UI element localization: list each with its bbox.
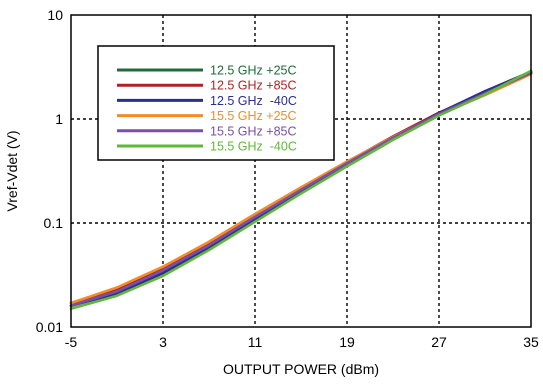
data-point (207, 248, 211, 252)
tick-layer: -5 3 11 19 27 35 0.01 0.1 1 10 (36, 7, 539, 350)
data-point (437, 114, 441, 117)
x-tick-label: -5 (65, 334, 78, 350)
legend-label: 12.5 GHz +85C (210, 79, 297, 93)
legend-label: 15.5 GHz -40C (210, 140, 297, 154)
x-tick-label: 11 (248, 334, 263, 350)
y-axis-title: Vref-Vdet (V) (4, 130, 20, 211)
data-point (207, 244, 211, 247)
data-point (253, 215, 257, 219)
legend-label: 12.5 GHz +25C (210, 64, 297, 78)
legend-label: 15.5 GHz +25C (210, 109, 297, 123)
x-tick-label: 3 (159, 334, 167, 350)
data-point (115, 286, 119, 289)
legend-box (97, 45, 335, 161)
data-point (207, 240, 211, 243)
data-point (115, 294, 119, 297)
data-point (299, 188, 303, 192)
x-axis-title: OUTPUT POWER (dBm) (223, 361, 379, 377)
data-point (253, 212, 257, 216)
data-point (161, 274, 165, 278)
data-point (391, 138, 395, 142)
legend-label: 15.5 GHz +85C (210, 124, 297, 138)
data-point (345, 162, 349, 165)
legend-label: 12.5 GHz -40C (210, 94, 297, 108)
data-point (115, 290, 119, 293)
x-tick-label: 35 (523, 334, 539, 350)
data-point (161, 265, 165, 268)
data-point (299, 192, 303, 195)
x-tick-label: 27 (431, 334, 447, 350)
y-tick-label: 10 (47, 7, 63, 23)
data-point (161, 269, 165, 272)
data-point (483, 93, 487, 96)
plot-frame (70, 14, 532, 328)
y-tick-label: 1 (55, 111, 63, 127)
data-point (299, 186, 303, 189)
x-tick-label: 19 (339, 334, 355, 350)
data-point (161, 271, 165, 275)
series-layer (69, 69, 533, 311)
data-point (345, 165, 349, 168)
y-tick-label: 0.1 (44, 215, 64, 231)
data-point (253, 220, 257, 223)
y-tick-label: 0.01 (36, 319, 63, 335)
